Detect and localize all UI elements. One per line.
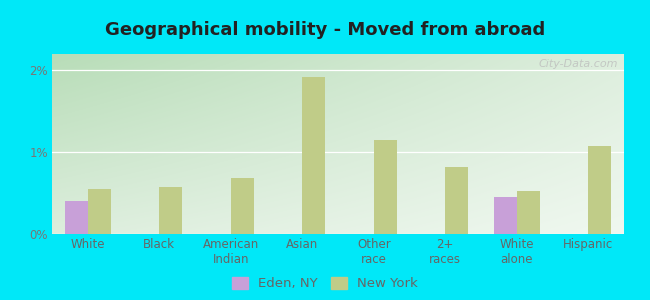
Bar	[517, 190, 540, 234]
Bar	[445, 167, 468, 234]
Bar	[302, 77, 325, 234]
Text: Geographical mobility - Moved from abroad: Geographical mobility - Moved from abroa…	[105, 21, 545, 39]
Bar	[88, 189, 110, 234]
Bar	[231, 178, 254, 234]
Bar	[159, 187, 182, 234]
Bar	[65, 201, 88, 234]
Text: City-Data.com: City-Data.com	[539, 59, 618, 69]
Legend: Eden, NY, New York: Eden, NY, New York	[232, 277, 418, 290]
Bar	[494, 197, 517, 234]
Bar	[374, 140, 396, 234]
Bar	[588, 146, 611, 234]
